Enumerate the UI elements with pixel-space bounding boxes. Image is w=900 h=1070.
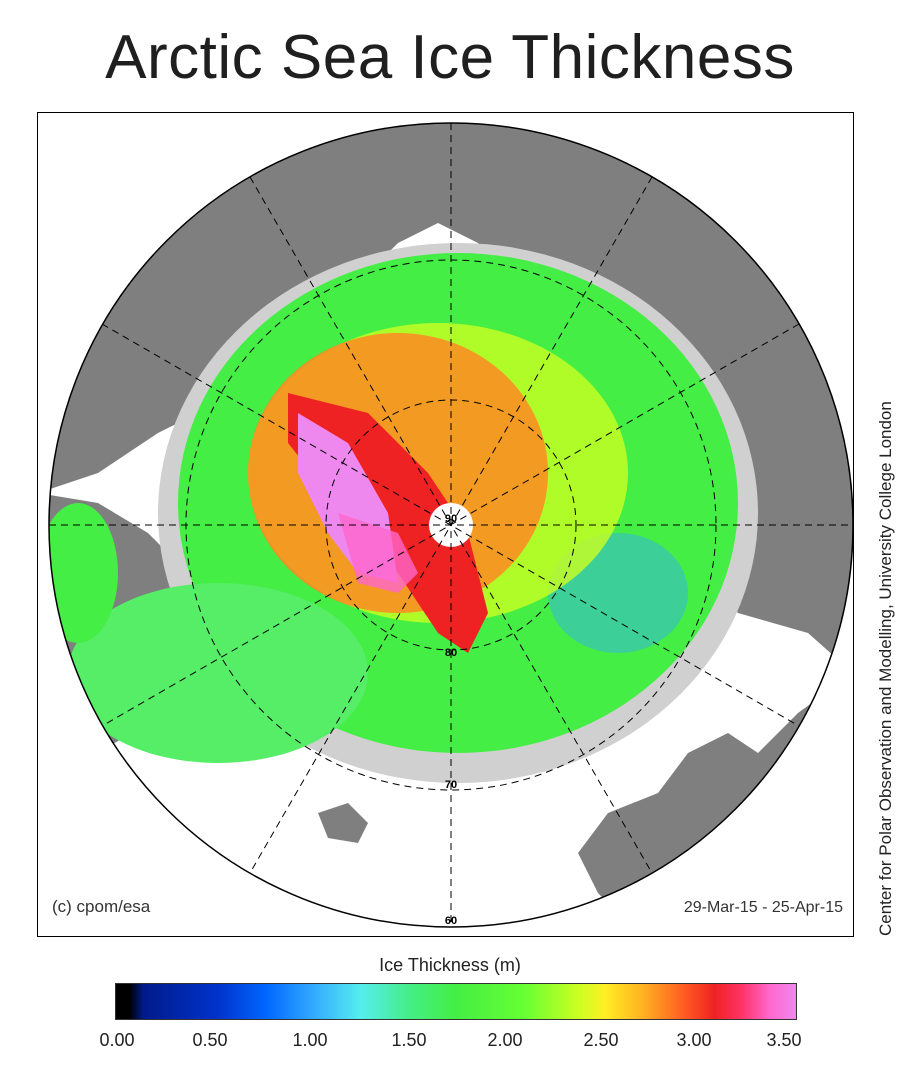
- date-range: 29-Mar-15 - 25-Apr-15: [683, 899, 843, 916]
- land-north: [49, 123, 853, 673]
- colorbar-tick: 2.00: [487, 1030, 523, 1050]
- lat-label-80: 80: [444, 647, 458, 659]
- ice-magenta: [338, 513, 418, 593]
- colorbar-tick: 3.00: [676, 1030, 712, 1050]
- map-credit: (c) cpom/esa: [52, 897, 151, 916]
- colorbar-tick: 1.50: [391, 1030, 427, 1050]
- lat-label-60: 60: [444, 915, 458, 927]
- ice-baffin: [68, 583, 368, 763]
- arctic-map: 90 80 70 60 (c) cpom/esa 29-Mar-15 - 25-…: [37, 112, 854, 937]
- ice-hudson: [49, 503, 118, 643]
- lat-label-70: 70: [444, 779, 458, 791]
- colorbar-tick: 0.00: [99, 1030, 135, 1050]
- colorbar: [115, 983, 797, 1020]
- colorbar-tick: 1.00: [292, 1030, 328, 1050]
- colorbar-tick: 3.50: [766, 1030, 802, 1050]
- colorbar-tick: 0.50: [192, 1030, 228, 1050]
- page-title: Arctic Sea Ice Thickness: [105, 23, 795, 92]
- institution-credit: Center for Polar Observation and Modelli…: [876, 401, 895, 936]
- land-iceland: [318, 803, 368, 843]
- map-disc-outline: [48, 122, 853, 928]
- colorbar-tick: 2.50: [583, 1030, 619, 1050]
- map-canvas: [48, 122, 853, 928]
- colorbar-title: Ice Thickness (m): [379, 955, 521, 975]
- pole-label: 90: [444, 513, 458, 525]
- meridians: [49, 123, 853, 927]
